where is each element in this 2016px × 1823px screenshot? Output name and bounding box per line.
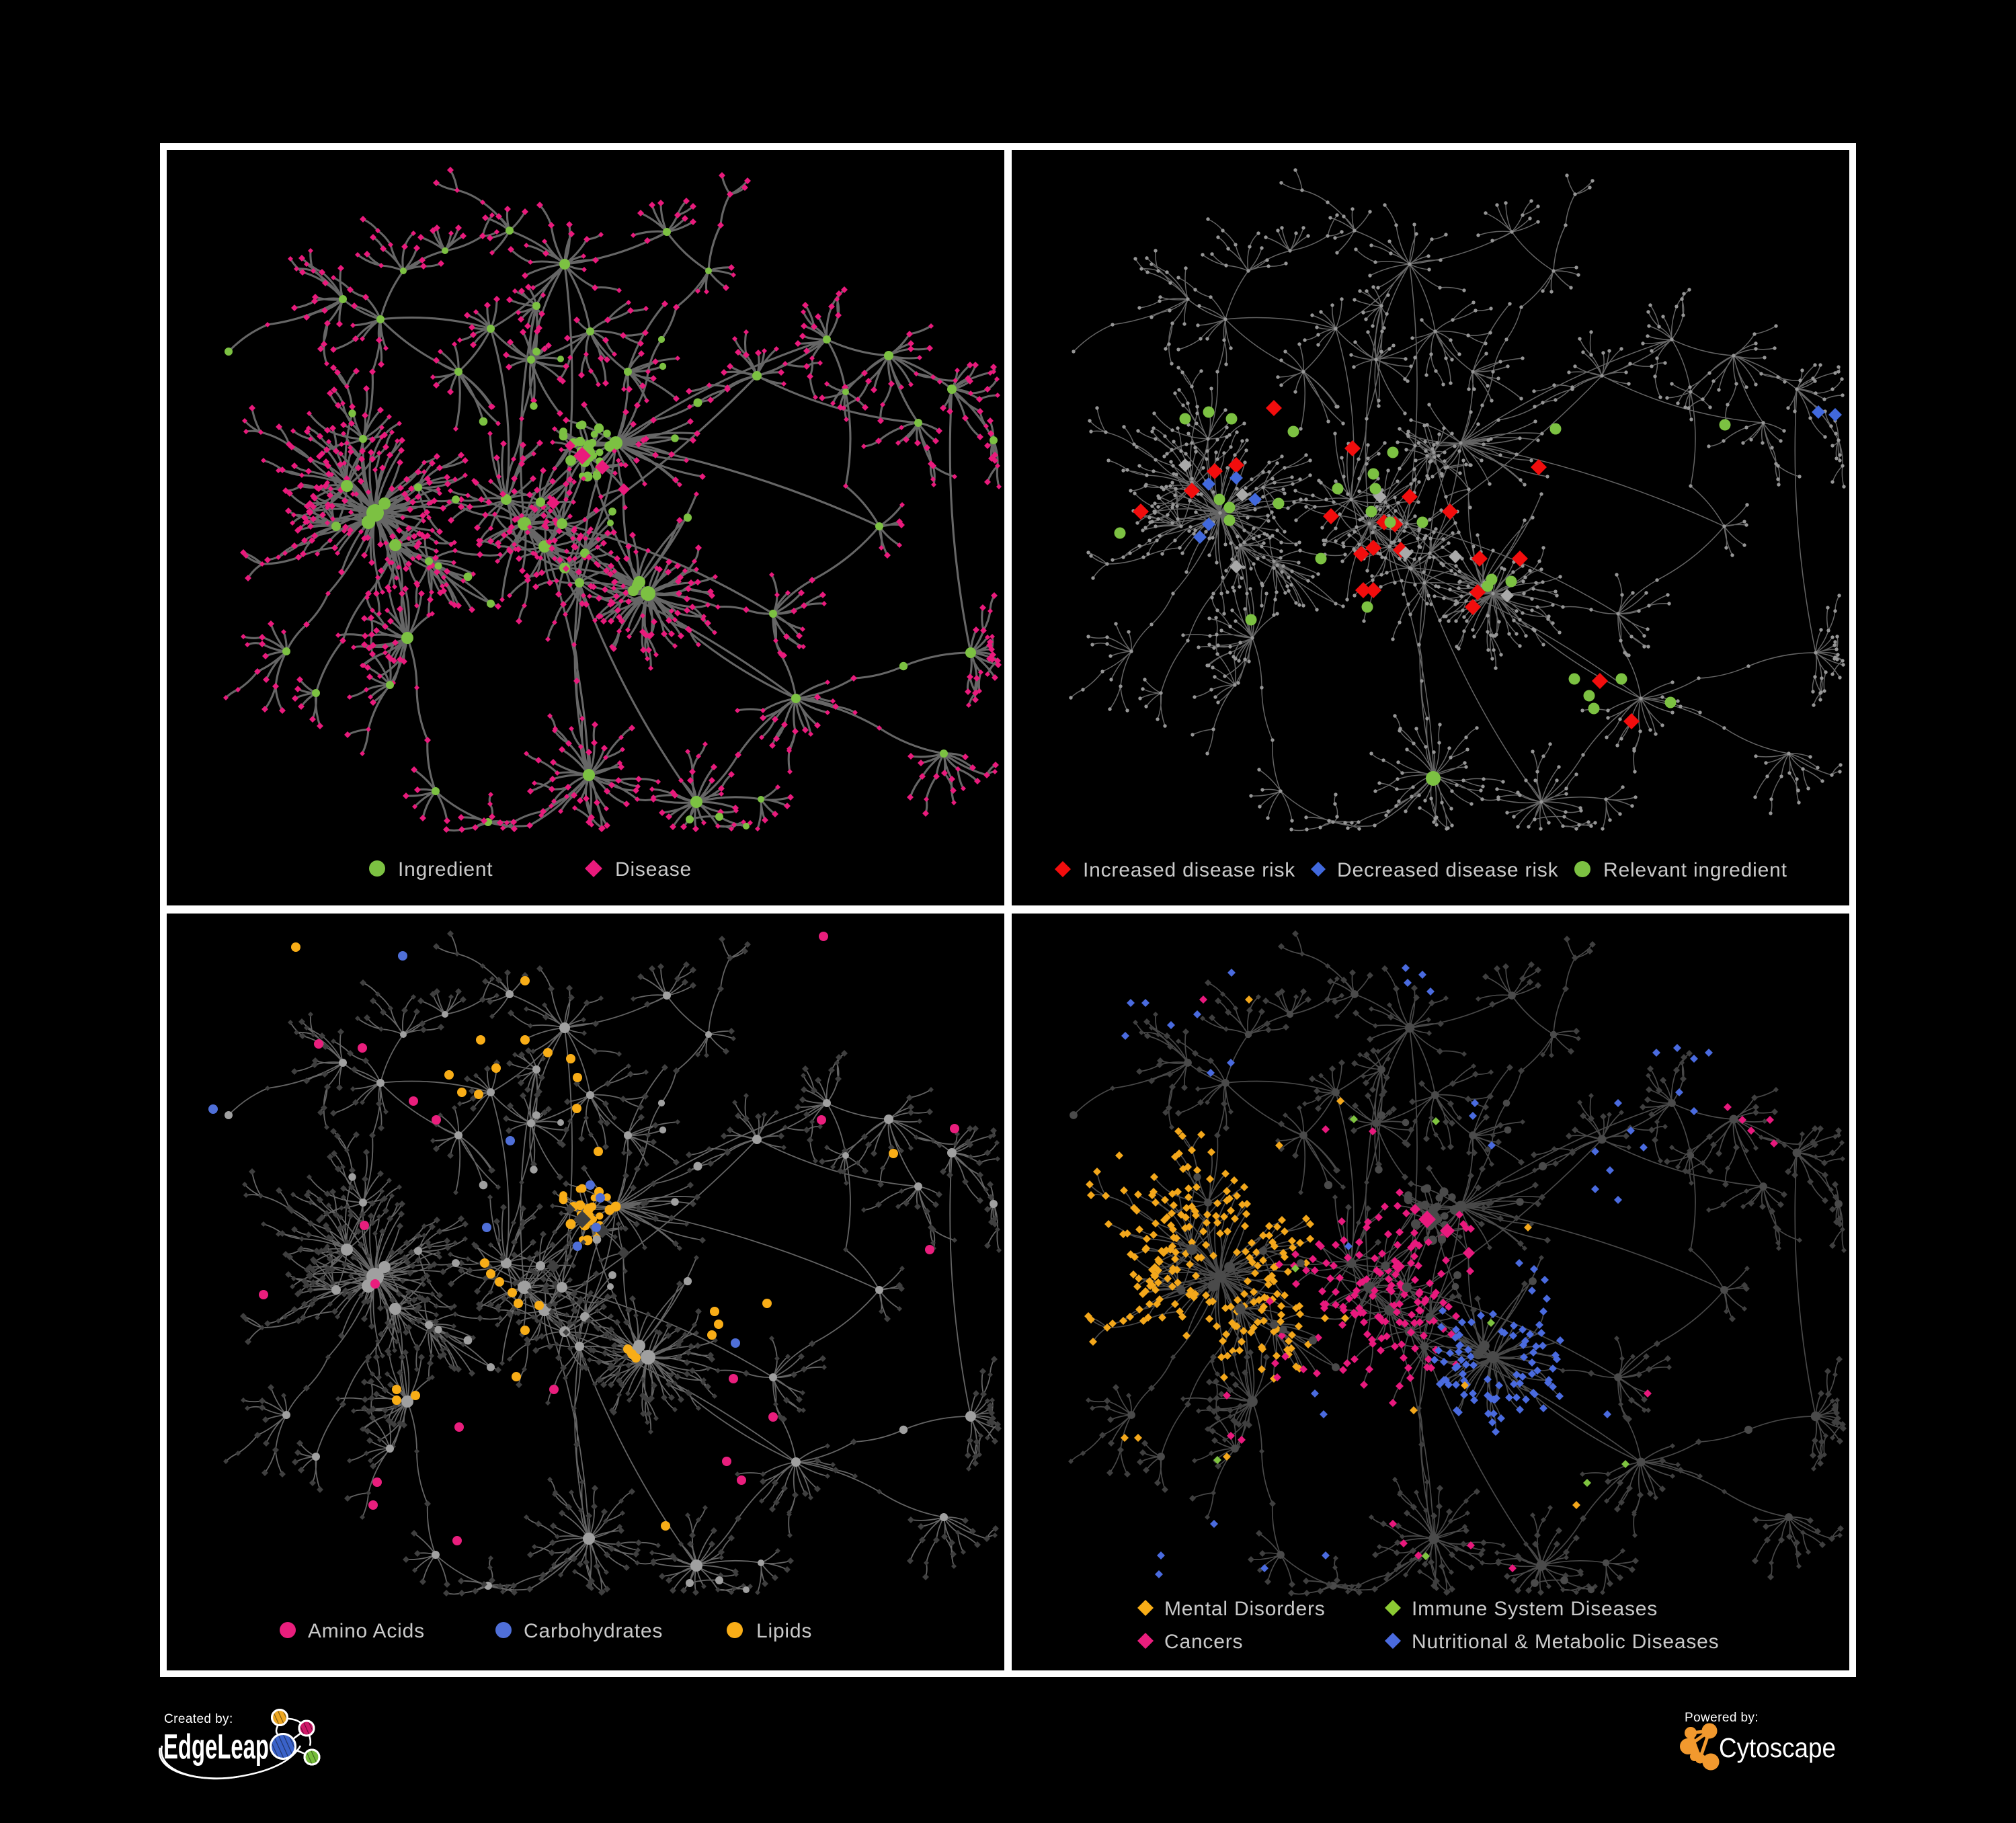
svg-text:Increased disease risk: Increased disease risk: [1083, 859, 1295, 881]
svg-text:Cytoscape: Cytoscape: [1719, 1732, 1836, 1763]
svg-text:Nutritional & Metabolic Diseas: Nutritional & Metabolic Diseases: [1412, 1631, 1719, 1653]
svg-text:Lipids: Lipids: [756, 1620, 812, 1642]
svg-text:Mental Disorders: Mental Disorders: [1164, 1598, 1326, 1620]
svg-text:Immune System Diseases: Immune System Diseases: [1412, 1598, 1658, 1620]
svg-text:Decreased disease risk: Decreased disease risk: [1337, 859, 1559, 881]
svg-text:Ingredient: Ingredient: [398, 858, 493, 881]
svg-text:Amino Acids: Amino Acids: [308, 1620, 425, 1642]
svg-text:Powered by:: Powered by:: [1685, 1711, 1759, 1725]
svg-text:Cancers: Cancers: [1164, 1631, 1243, 1653]
svg-text:EdgeLeap: EdgeLeap: [163, 1728, 269, 1767]
svg-text:Created by:: Created by:: [164, 1712, 233, 1726]
svg-text:Carbohydrates: Carbohydrates: [524, 1620, 663, 1642]
svg-text:Relevant ingredient: Relevant ingredient: [1603, 859, 1787, 881]
svg-text:Disease: Disease: [615, 858, 692, 881]
